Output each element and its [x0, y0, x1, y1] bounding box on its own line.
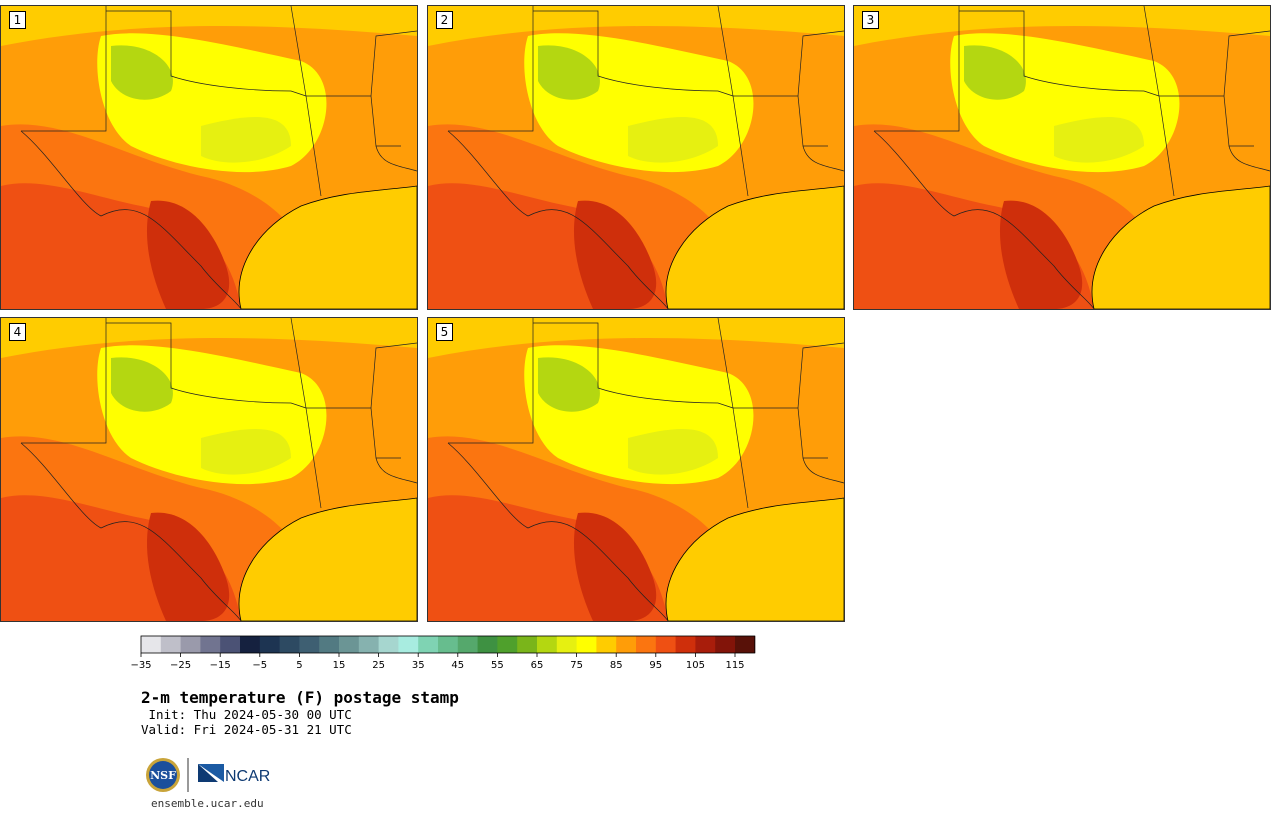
- colorbar-swatch: [477, 636, 498, 653]
- colorbar-swatch: [339, 636, 360, 653]
- colorbar-swatch: [497, 636, 518, 653]
- colorbar-swatch: [735, 636, 756, 653]
- ncar-logo: NCAR: [198, 764, 270, 785]
- colorbar-swatch: [596, 636, 617, 653]
- colorbar-swatch: [200, 636, 221, 653]
- colorbar-tick-label: 35: [412, 660, 425, 671]
- colorbar-outline: [140, 635, 756, 654]
- colorbar-swatch: [141, 636, 162, 653]
- colorbar-swatch: [240, 636, 261, 653]
- colorbar-tick-label: −15: [210, 660, 231, 671]
- colorbar-tick-label: 95: [649, 660, 662, 671]
- member-map-panel-1: 1: [0, 5, 418, 310]
- colorbar-swatch: [695, 636, 716, 653]
- ncar-logo-text: NCAR: [225, 768, 270, 785]
- colorbar-swatch: [537, 636, 558, 653]
- colorbar-tick-label: −5: [252, 660, 267, 671]
- colorbar-swatch: [220, 636, 241, 653]
- panel-number-label: 4: [9, 323, 26, 341]
- member-map-panel-5: 5: [427, 317, 845, 622]
- colorbar-swatch: [636, 636, 657, 653]
- colorbar-swatch: [259, 636, 280, 653]
- colorbar-swatch: [418, 636, 439, 653]
- temperature-map-2: [428, 6, 844, 309]
- panel-number-label: 5: [436, 323, 453, 341]
- colorbar-swatch: [616, 636, 637, 653]
- panel-number-label: 2: [436, 11, 453, 29]
- colorbar-swatch: [576, 636, 597, 653]
- colorbar-swatch: [457, 636, 478, 653]
- colorbar-tick-label: 5: [296, 660, 302, 671]
- panel-number-label: 3: [862, 11, 879, 29]
- temperature-map-3: [854, 6, 1270, 309]
- colorbar-swatch: [675, 636, 696, 653]
- panel-number-label: 1: [9, 11, 26, 29]
- member-map-panel-3: 3: [853, 5, 1271, 310]
- sponsor-logos: NSF NCAR: [144, 756, 274, 796]
- colorbar-tick-label: 25: [372, 660, 385, 671]
- nsf-logo-text: NSF: [150, 769, 176, 782]
- member-map-panel-4: 4: [0, 317, 418, 622]
- colorbar-tick-label: 105: [686, 660, 705, 671]
- colorbar-tick-label: 115: [725, 660, 744, 671]
- temperature-map-4: [1, 318, 417, 621]
- colorbar-swatch: [279, 636, 300, 653]
- valid-time-label: Valid: Fri 2024-05-31 21 UTC: [141, 722, 352, 737]
- colorbar-swatch: [319, 636, 340, 653]
- colorbar-swatch: [556, 636, 577, 653]
- colorbar-swatch: [378, 636, 399, 653]
- colorbar-swatch: [517, 636, 538, 653]
- colorbar-swatch: [180, 636, 201, 653]
- colorbar-tick-label: 45: [451, 660, 464, 671]
- source-url: ensemble.ucar.edu: [151, 797, 264, 810]
- colorbar-tick-label: 65: [531, 660, 544, 671]
- colorbar-swatch: [655, 636, 676, 653]
- colorbar-tick-label: 75: [570, 660, 583, 671]
- figure-title: 2-m temperature (F) postage stamp: [141, 688, 459, 707]
- colorbar-swatch: [398, 636, 419, 653]
- colorbar-swatch: [299, 636, 320, 653]
- colorbar-tick-label: 55: [491, 660, 504, 671]
- colorbar-swatch: [160, 636, 181, 653]
- init-time-label: Init: Thu 2024-05-30 00 UTC: [141, 707, 352, 722]
- temperature-map-5: [428, 318, 844, 621]
- temperature-map-1: [1, 6, 417, 309]
- colorbar-swatch: [715, 636, 736, 653]
- colorbar-tick-label: −25: [170, 660, 191, 671]
- temperature-colorbar: −35 −25 −15 −5 5 15 25 35 45 55 65 75 85 95 105 115: [130, 635, 756, 671]
- colorbar-tick-label: −35: [130, 660, 151, 671]
- colorbar-tick-label: 85: [610, 660, 623, 671]
- colorbar-swatch: [438, 636, 459, 653]
- nsf-logo: NSF: [146, 758, 180, 792]
- colorbar-swatch: [358, 636, 379, 653]
- colorbar-tick-label: 15: [333, 660, 346, 671]
- member-map-panel-2: 2: [427, 5, 845, 310]
